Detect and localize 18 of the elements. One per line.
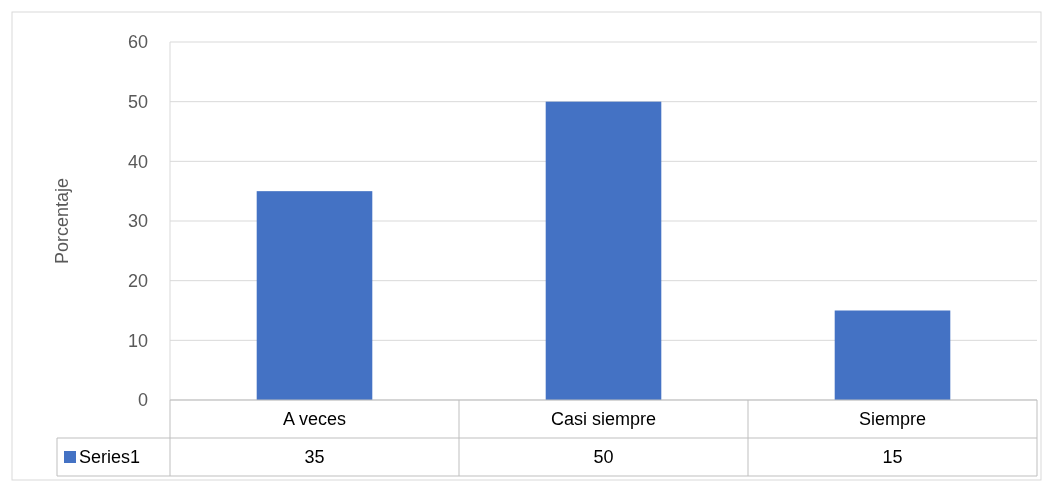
y-axis-title: Porcentaje — [52, 177, 72, 265]
x-tick-label: Siempre — [858, 409, 927, 430]
x-tick-label: Casi siempre — [550, 409, 657, 430]
y-tick-label: 10 — [127, 330, 148, 351]
data-label: 35 — [304, 447, 325, 468]
y-tick-label: 30 — [127, 211, 148, 232]
data-label: 15 — [882, 447, 903, 468]
y-tick-label: 60 — [127, 32, 148, 53]
bar — [834, 310, 951, 400]
y-tick-label: 50 — [127, 91, 148, 112]
y-tick-label: 20 — [127, 270, 148, 291]
x-tick-label: A veces — [282, 409, 347, 430]
data-label: 50 — [593, 447, 614, 468]
legend-label: Series1 — [79, 447, 141, 468]
y-tick-label: 40 — [127, 151, 148, 172]
bar — [256, 191, 373, 400]
bar — [545, 101, 662, 400]
y-tick-label: 0 — [137, 390, 148, 411]
